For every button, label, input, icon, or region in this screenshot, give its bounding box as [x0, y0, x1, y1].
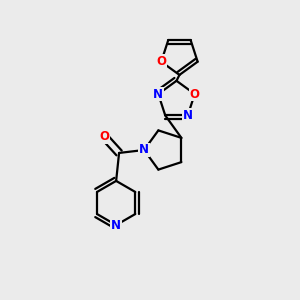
Text: N: N — [111, 219, 121, 232]
Text: O: O — [156, 55, 166, 68]
Text: O: O — [99, 130, 110, 143]
Text: O: O — [190, 88, 200, 100]
Text: N: N — [139, 143, 149, 157]
Text: N: N — [183, 109, 193, 122]
Text: N: N — [153, 88, 163, 100]
